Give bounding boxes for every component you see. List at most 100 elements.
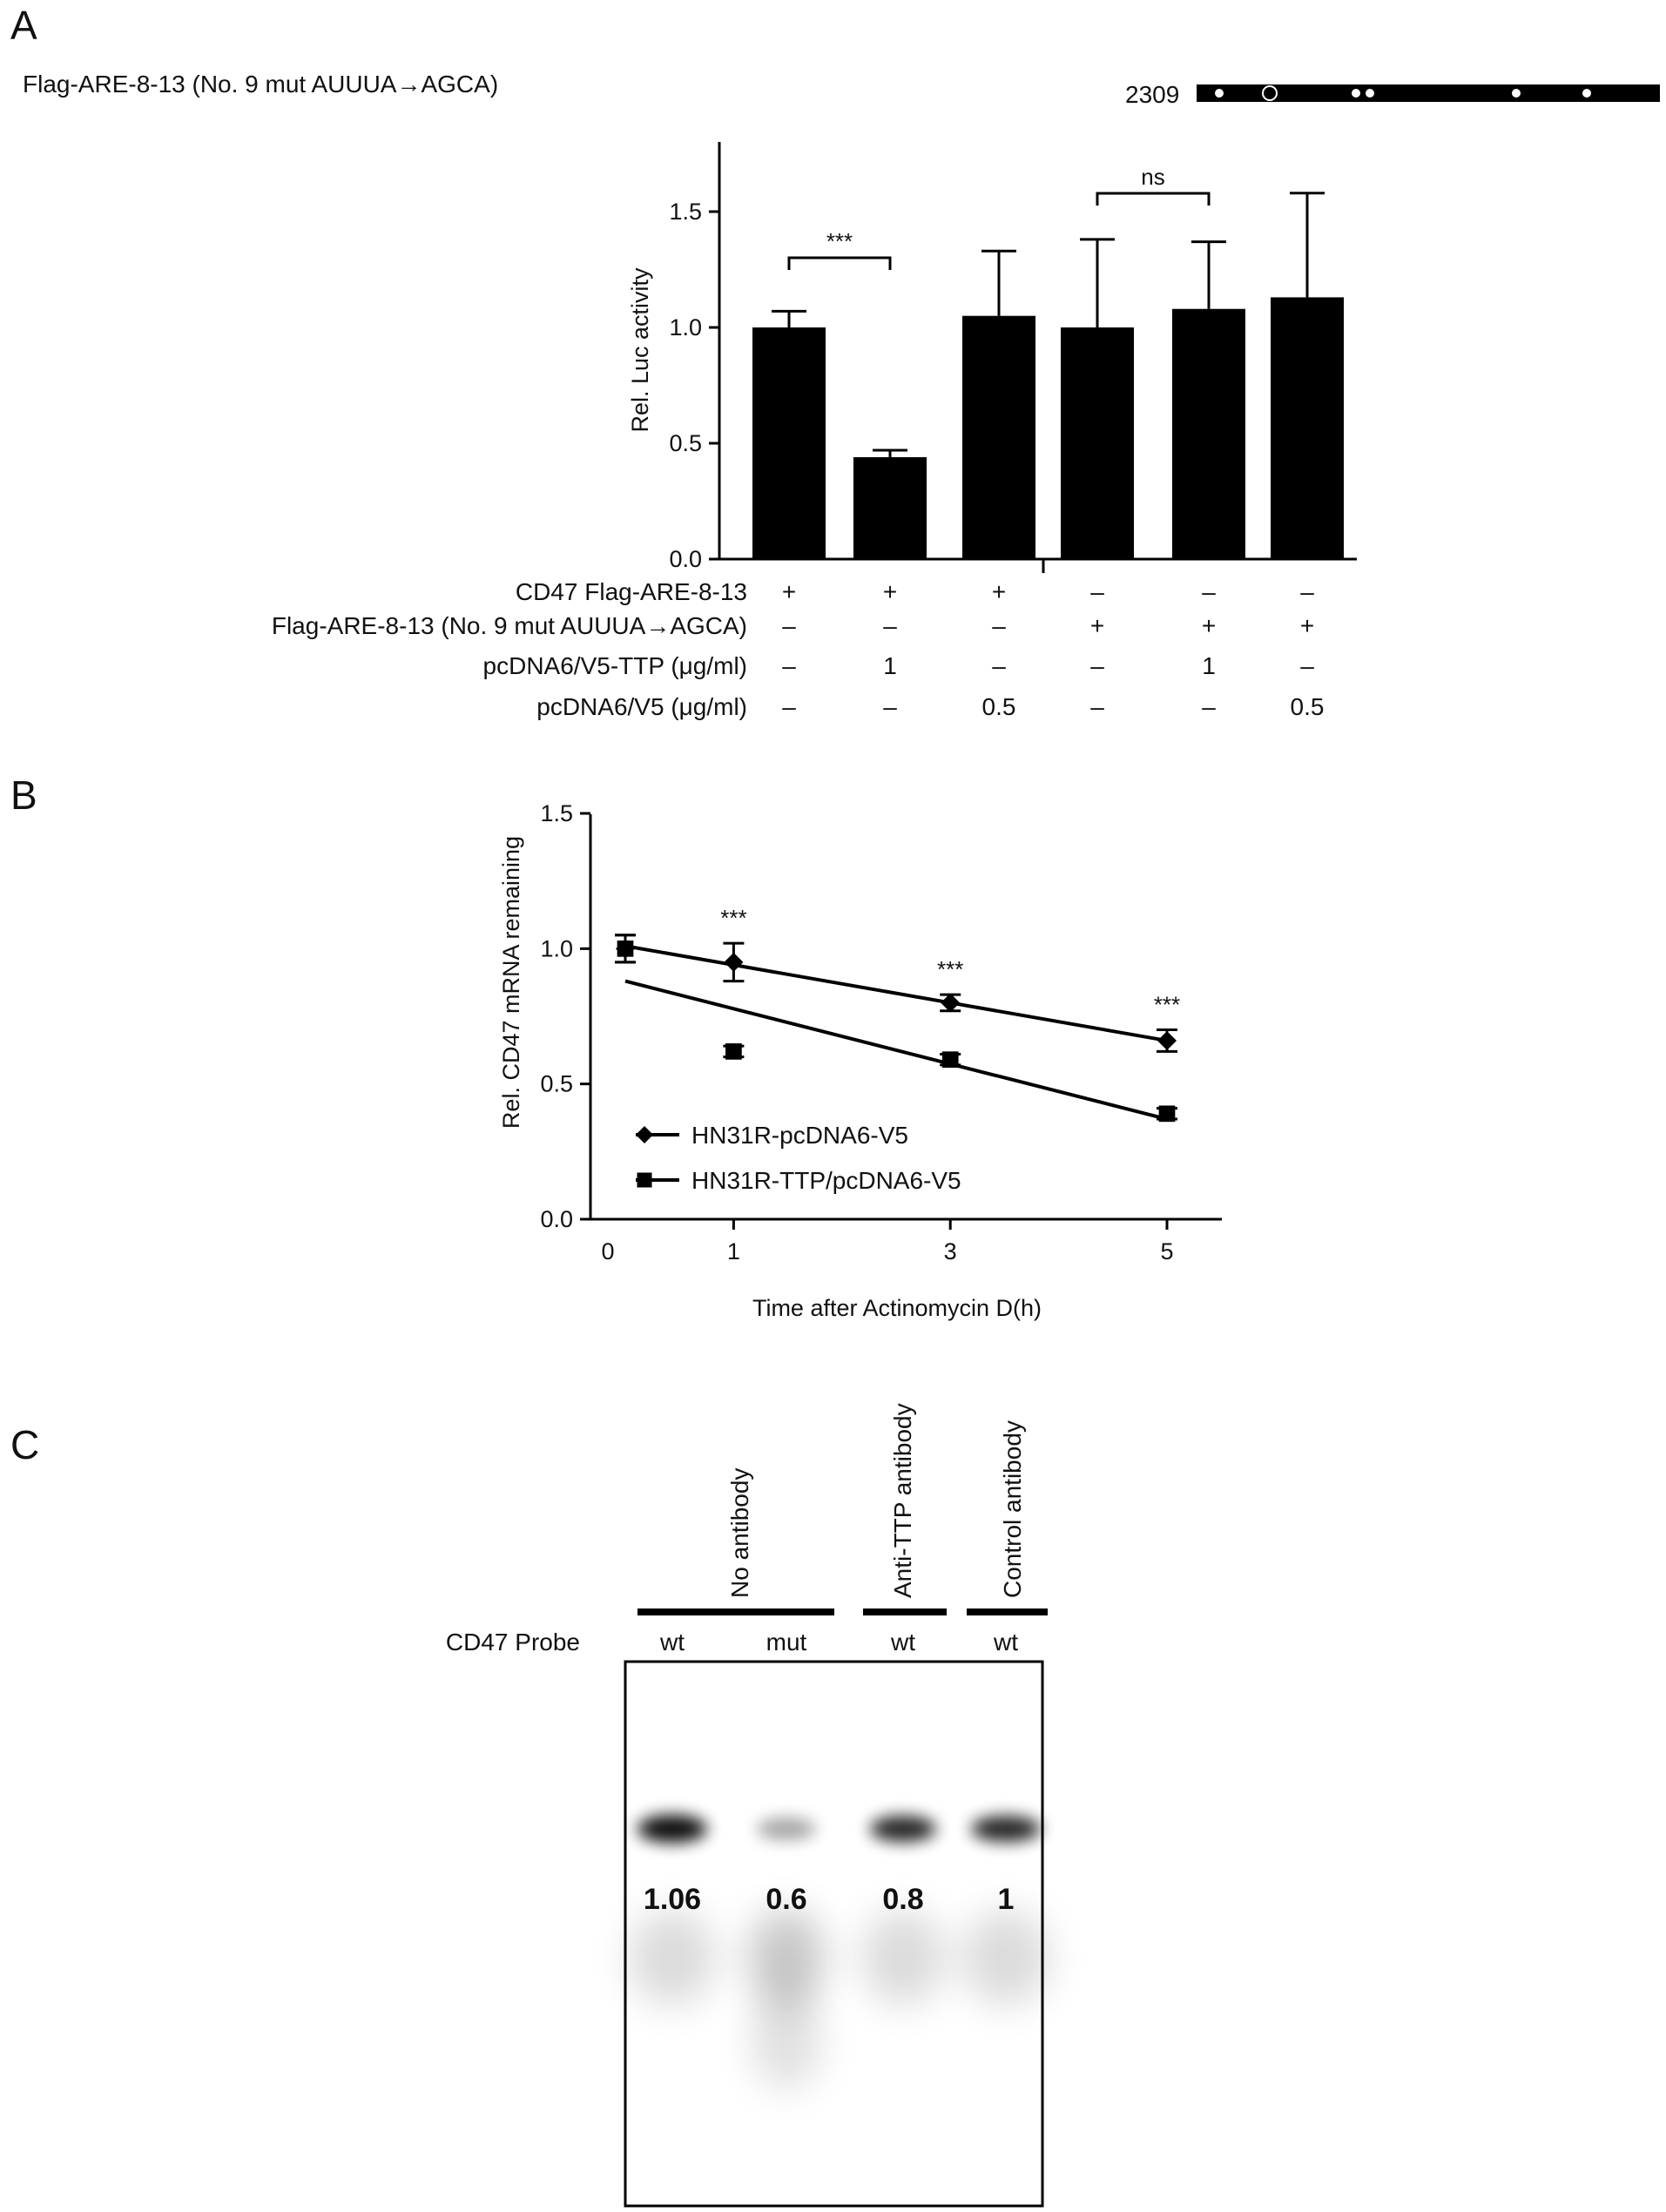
significance-label: *** xyxy=(937,956,963,982)
y-tick-label: 0.5 xyxy=(669,430,702,456)
significance-label: *** xyxy=(1154,992,1180,1018)
gel-bands xyxy=(629,1815,1049,2090)
x-tick-label: 0 xyxy=(601,1238,614,1264)
condition-cell: 1 xyxy=(883,652,897,679)
bar xyxy=(962,315,1035,559)
condition-table: CD47 Flag-ARE-8-13 + + + – – – Flag-ARE-8-13 (N… xyxy=(272,578,1325,720)
y-tick-label: 1.0 xyxy=(669,314,702,341)
construct-bar xyxy=(1197,84,1660,102)
condition-cell: + xyxy=(1300,612,1314,639)
condition-cell: – xyxy=(992,612,1006,639)
lane-label: wt xyxy=(890,1629,915,1656)
legend-label: HN31R-TTP/pcDNA6-V5 xyxy=(691,1167,961,1194)
x-axis-label: Time after Actinomycin D(h) xyxy=(752,1295,1042,1321)
panel-a-letter: A xyxy=(10,3,37,48)
regression-line xyxy=(624,979,1168,1121)
bar xyxy=(1271,297,1344,559)
legend-label: HN31R-pcDNA6-V5 xyxy=(691,1122,908,1149)
construct-position-label: 2309 xyxy=(1125,81,1179,108)
are-site-marker xyxy=(1366,89,1374,98)
condition-cell: + xyxy=(992,578,1006,605)
y-tick-label: 1.5 xyxy=(669,199,702,225)
bars xyxy=(752,192,1344,559)
condition-cell: – xyxy=(883,612,897,639)
gel-smear xyxy=(629,1910,716,2006)
series xyxy=(615,934,1177,1123)
condition-cell: – xyxy=(883,693,897,720)
legend-marker xyxy=(636,1126,653,1143)
bar xyxy=(853,456,927,559)
mutated-are-site-marker xyxy=(1262,85,1278,101)
data-point xyxy=(725,1043,742,1060)
panel-c-letter: C xyxy=(10,1422,39,1467)
data-point xyxy=(1157,1030,1177,1050)
condition-cell: + xyxy=(883,578,897,605)
significance-bracket xyxy=(1096,192,1211,206)
legend-marker xyxy=(637,1172,652,1188)
lane-label: wt xyxy=(659,1629,685,1656)
gel-smear xyxy=(748,1910,825,2006)
significance-labels: *** *** *** xyxy=(720,905,1180,1017)
y-tick-label: 1.0 xyxy=(540,935,573,961)
y-tick-label: 0.0 xyxy=(669,546,702,572)
condition-cell: – xyxy=(992,652,1006,679)
regression-line xyxy=(624,944,1168,1042)
bar-chart-luc-activity: Rel. Luc activity 0.0 0.5 1.0 1.5 *** ns xyxy=(627,142,1357,573)
panel-b: B Rel. CD47 mRNA remaining Time after Ac… xyxy=(10,772,1222,1321)
condition-cell: – xyxy=(1202,693,1216,720)
y-axis-label: Rel. Luc activity xyxy=(627,267,653,433)
significance-label: *** xyxy=(826,228,853,254)
condition-cell: 0.5 xyxy=(982,693,1016,720)
condition-cell: – xyxy=(782,693,796,720)
construct-label: Flag-ARE-8-13 (No. 9 mut AUUUA→AGCA) xyxy=(23,71,498,98)
condition-row-label: pcDNA6/V5 (μg/ml) xyxy=(536,693,747,720)
y-ticks: 0.0 0.5 1.0 1.5 xyxy=(669,199,719,572)
data-point xyxy=(941,1051,959,1069)
panel-a: A Flag-ARE-8-13 (No. 9 mut AUUUA→AGCA) 2… xyxy=(10,3,1660,720)
x-ticks: 0 1 3 5 xyxy=(601,1219,1174,1264)
y-ticks: 0.0 0.5 1.0 1.5 xyxy=(540,800,590,1232)
condition-cell: – xyxy=(1090,652,1104,679)
y-tick-label: 0.5 xyxy=(540,1071,573,1097)
condition-row-label: CD47 Flag-ARE-8-13 xyxy=(516,578,747,605)
band-value-label: 0.8 xyxy=(882,1883,923,1916)
lane-labels: wt mut wt wt xyxy=(659,1629,1018,1656)
condition-cell: 1 xyxy=(1202,652,1216,679)
gel-band xyxy=(870,1816,936,1842)
x-tick-label: 3 xyxy=(944,1238,957,1264)
condition-cell: – xyxy=(1300,652,1314,679)
gel-smear xyxy=(962,1910,1049,2006)
condition-cell: – xyxy=(782,652,796,679)
condition-cell: 0.5 xyxy=(1291,693,1325,720)
condition-row-label: Flag-ARE-8-13 (No. 9 mut AUUUA→AGCA) xyxy=(272,612,747,639)
data-point xyxy=(724,952,744,972)
condition-cell: + xyxy=(1202,612,1216,639)
x-tick-label: 1 xyxy=(727,1238,740,1264)
condition-cell: + xyxy=(1090,612,1104,639)
lane-label: mut xyxy=(766,1629,807,1656)
gel-smear xyxy=(752,1986,821,2090)
gel-smear xyxy=(861,1910,945,2006)
band-value-label: 0.6 xyxy=(766,1883,806,1916)
antibody-group-headers: No antibody Anti-TTP antibody Control anti… xyxy=(637,1403,1048,1615)
condition-cell: – xyxy=(1090,578,1104,605)
line-chart-mrna-decay: Rel. CD47 mRNA remaining Time after Acti… xyxy=(498,800,1222,1321)
gel-band xyxy=(637,1815,707,1843)
condition-cell: – xyxy=(782,612,796,639)
significance-bracket xyxy=(787,256,892,270)
data-point xyxy=(1158,1105,1176,1123)
data-point xyxy=(941,993,961,1013)
group-label: No antibody xyxy=(726,1468,753,1598)
band-values: 1.06 0.6 0.8 1 xyxy=(644,1883,1015,1916)
y-tick-label: 0.0 xyxy=(540,1206,573,1232)
significance-label: ns xyxy=(1141,164,1164,190)
gel-band xyxy=(971,1816,1041,1842)
panel-b-letter: B xyxy=(10,772,37,818)
significance-brackets: *** ns xyxy=(787,164,1211,270)
bar xyxy=(1172,308,1245,559)
condition-cell: – xyxy=(1202,578,1216,605)
x-tick-label: 5 xyxy=(1160,1238,1173,1264)
legend: HN31R-pcDNA6-V5 HN31R-TTP/pcDNA6-V5 xyxy=(636,1122,961,1194)
emsa-gel: 1.06 0.6 0.8 1 xyxy=(624,1660,1049,2208)
